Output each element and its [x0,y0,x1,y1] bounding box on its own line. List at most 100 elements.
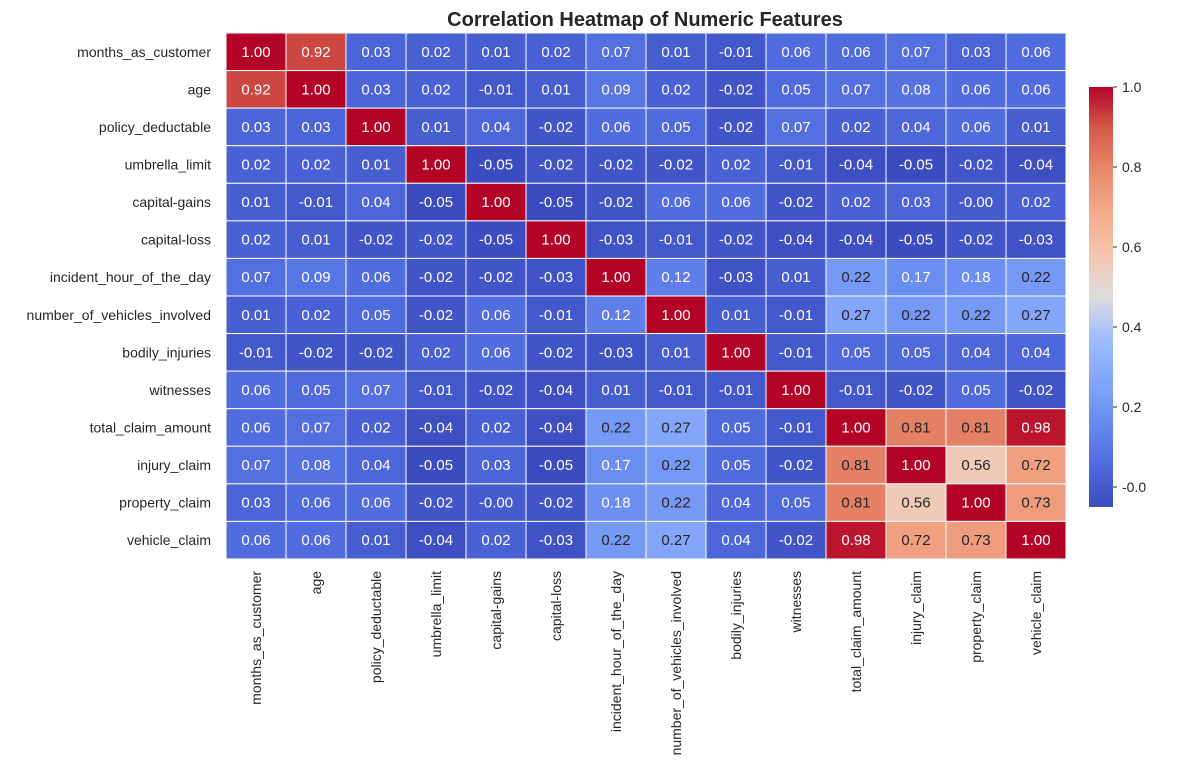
cell-value-label: -0.01 [779,344,813,361]
heatmap-cell [945,257,1007,297]
cell-value-label: 0.03 [301,119,330,136]
cell-value-label: -0.03 [1019,232,1053,249]
heatmap-cell [1005,333,1067,372]
cell-value-label: -0.05 [899,232,933,249]
cell-value-label: 0.04 [361,194,390,211]
column-tick-label: number_of_vehicles_involved [668,571,684,755]
cell-value-label: -0.02 [599,194,633,211]
heatmap-cell [705,295,767,335]
cell-value-label: 0.02 [241,156,270,173]
heatmap-cell [885,107,947,147]
cell-value-label: 0.02 [841,194,870,211]
heatmap-cell [645,333,707,372]
heatmap-cell [825,107,887,147]
heatmap-cell [465,257,527,297]
heatmap-cell [345,257,407,297]
cell-value-label: 0.04 [481,119,510,136]
cell-value-label: 0.06 [1021,44,1050,61]
cell-value-label: 0.17 [901,269,930,286]
heatmap-cell [1005,145,1067,184]
heatmap-cell [585,220,647,259]
chart-title: Correlation Heatmap of Numeric Features [447,9,843,31]
cell-value-label: 0.05 [961,382,990,399]
heatmap-cell [705,370,767,410]
cell-value-label: -0.04 [539,382,573,399]
cell-value-label: 0.06 [301,495,330,512]
cell-value-label: 0.27 [841,307,870,324]
cell-value-label: -0.05 [539,457,573,474]
heatmap-cell [1005,220,1067,259]
cell-value-label: 0.01 [541,81,570,98]
cell-value-label: 0.12 [661,269,690,286]
cell-value-label: 1.00 [541,232,570,249]
heatmap-cell [645,32,707,72]
cell-value-label: 0.81 [901,419,930,436]
cell-value-label: 0.03 [241,495,270,512]
heatmap-cell [705,107,767,147]
cell-value-label: 0.81 [841,495,870,512]
heatmap-cell [705,145,767,184]
heatmap-cell [405,220,467,259]
row-tick-label: incident_hour_of_the_day [50,269,211,285]
cell-value-label: 0.02 [241,232,270,249]
cell-value-label: -0.02 [719,232,753,249]
cell-value-label: 0.06 [601,119,630,136]
row-tick-label: policy_deductable [99,119,211,135]
cell-value-label: 0.03 [361,44,390,61]
cell-value-label: 0.72 [1021,457,1050,474]
heatmap-cell [885,445,947,485]
heatmap-cell [1005,483,1067,522]
row-tick-label: capital-loss [141,232,211,248]
cell-value-label: 0.06 [961,119,990,136]
cell-value-label: 0.92 [301,44,330,61]
heatmap-cell [405,333,467,372]
heatmap-cell [885,408,947,447]
cell-value-label: -0.04 [839,156,873,173]
cell-value-label: -0.01 [779,156,813,173]
cell-value-label: -0.02 [779,194,813,211]
cell-value-label: -0.02 [299,344,333,361]
column-tick-label: months_as_customer [248,571,264,705]
cell-value-label: 0.03 [241,119,270,136]
cell-value-label: -0.02 [959,232,993,249]
cell-value-label: -0.04 [419,419,453,436]
heatmap-cell [705,445,767,485]
colorbar-tick-label: 1.0 [1122,79,1142,95]
cell-value-label: -0.05 [419,194,453,211]
heatmap-cell [585,145,647,184]
cell-value-label: -0.02 [479,382,513,399]
heatmap-cell [345,107,407,147]
cell-value-label: 0.06 [361,495,390,512]
heatmap-cell [765,408,827,447]
heatmap-cell [345,145,407,184]
cell-value-label: 0.27 [661,419,690,436]
heatmap-cell [525,370,587,410]
cell-value-label: -0.01 [419,382,453,399]
cell-value-label: 0.05 [301,382,330,399]
colorbar-tick-label: 0.6 [1122,239,1142,255]
heatmap-cell [465,520,527,560]
heatmap-cell [525,445,587,485]
heatmap-cell [645,370,707,410]
heatmap-cell [285,445,347,485]
cell-value-label: 1.00 [721,344,750,361]
cell-value-label: 0.02 [481,419,510,436]
heatmap-cell [645,520,707,560]
cell-value-label: 0.22 [601,532,630,549]
heatmap-cell [825,145,887,184]
heatmap-cell [945,220,1007,259]
cell-value-label: 1.00 [1021,532,1050,549]
cell-value-label: 0.01 [301,232,330,249]
cell-value-label: 0.01 [241,194,270,211]
cell-value-label: 1.00 [961,495,990,512]
heatmap-cells: 1.00 0.92 0.03 0.02 0.01 0.02 0.07 0.01 -0.01 0.0… [225,32,1067,560]
cell-value-label: 0.22 [661,457,690,474]
cell-value-label: 1.00 [661,307,690,324]
heatmap-cell [645,182,707,222]
cell-value-label: 0.56 [901,495,930,512]
heatmap-cell [405,70,467,109]
cell-value-label: -0.03 [599,232,633,249]
cell-value-label: -0.03 [539,532,573,549]
